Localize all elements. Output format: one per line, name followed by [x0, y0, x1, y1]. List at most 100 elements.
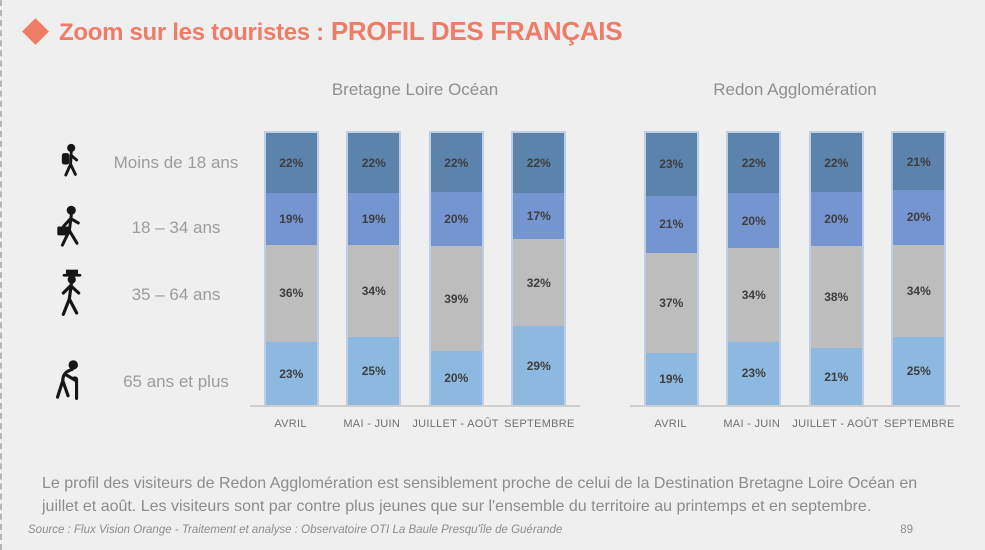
segment-value-label: 34%	[906, 283, 931, 298]
bar-segment: 20%	[430, 351, 482, 405]
bar-column: 22% 19% 34% 25%	[333, 131, 416, 405]
bar-segment: 39%	[430, 246, 482, 352]
bar-segment: 36%	[265, 244, 317, 343]
bar-segment: 23%	[645, 133, 697, 196]
source-caption: Source : Flux Vision Orange - Traitement…	[28, 524, 563, 536]
plot-area: 23% 21% 37% 19% 22% 20% 34% 23% 22% 20% 38% 21% 21% 2…	[630, 131, 960, 430]
segment-value-label: 25%	[361, 363, 386, 378]
bar-segment: 17%	[513, 192, 565, 240]
bar-segment: 32%	[513, 239, 565, 327]
bar-column: 22% 20% 39% 20%	[415, 131, 498, 405]
segment-value-label: 21%	[659, 217, 684, 232]
bar-segment: 23%	[265, 342, 317, 405]
page-title: Zoom sur les touristes : PROFIL DES FRANÇ…	[59, 16, 623, 47]
bar-segment: 20%	[430, 192, 482, 247]
bar-segment: 34%	[728, 248, 780, 342]
segment-value-label: 19%	[279, 211, 304, 226]
segment-value-label: 22%	[741, 156, 766, 171]
bar-segment: 19%	[645, 353, 697, 405]
segment-value-label: 20%	[906, 210, 931, 225]
title-emphasis: PROFIL DES FRANÇAIS	[330, 16, 623, 46]
segment-value-label: 19%	[659, 372, 684, 387]
category-label: MAI - JUIN	[343, 418, 401, 430]
age-group-legend: Moins de 18 ans 18 – 34 ans	[38, 122, 250, 432]
segment-value-label: 17%	[526, 208, 551, 223]
bar-segment: 38%	[810, 246, 862, 349]
analysis-paragraph: Le profil des visiteurs de Redon Agglomé…	[42, 475, 918, 515]
segment-value-label: 22%	[824, 155, 849, 170]
segment-value-label: 20%	[444, 212, 469, 227]
senior-hat-icon	[38, 267, 102, 323]
bar-segment: 19%	[348, 192, 400, 245]
bar-segment: 25%	[893, 336, 945, 405]
bar-column: 22% 17% 32% 29%	[498, 131, 581, 405]
bar-segment: 22%	[810, 133, 862, 193]
bar-segment: 22%	[348, 133, 400, 193]
bars: 23% 21% 37% 19% 22% 20% 34% 23% 22% 20% 38% 21% 21% 2…	[630, 131, 960, 405]
bar-column: 23% 21% 37% 19%	[630, 131, 713, 405]
category-label: AVRIL	[274, 418, 307, 430]
segment-value-label: 22%	[279, 155, 304, 170]
bar-segment: 21%	[645, 195, 697, 253]
bar-segment: 20%	[728, 193, 780, 249]
segment-value-label: 32%	[526, 275, 551, 290]
category-label: MAI - JUIN	[723, 418, 781, 430]
category-axis-labels: AVRIL MAI - JUIN JUILLET - AOÛT SEPTEMBRE	[250, 418, 580, 430]
child-backpack-icon	[38, 140, 102, 186]
segment-value-label: 34%	[361, 283, 386, 298]
bar-segment: 22%	[430, 133, 482, 193]
category-axis-labels: AVRIL MAI - JUIN JUILLET - AOÛT SEPTEMBRE	[630, 418, 960, 430]
legend-row-35-64: 35 – 64 ans	[38, 257, 250, 333]
bar-segment: 19%	[265, 192, 317, 245]
segment-value-label: 21%	[906, 154, 931, 169]
segment-value-label: 38%	[824, 290, 849, 305]
chart-bretagne-loire-ocean: Bretagne Loire Océan 22% 19% 36% 23% 22% 19% 3…	[250, 80, 580, 430]
category-label: JUILLET - AOÛT	[412, 418, 499, 430]
chart-title: Redon Agglomération	[713, 80, 877, 99]
segment-value-label: 22%	[444, 155, 469, 170]
legend-label: 18 – 34 ans	[131, 218, 221, 237]
segment-value-label: 25%	[906, 363, 931, 378]
plot-area: 22% 19% 36% 23% 22% 19% 34% 25% 22% 20% 39% 20% 22% 1…	[250, 131, 580, 430]
chart-redon-agglomeration: Redon Agglomération 23% 21% 37% 19% 22% 20% 34…	[630, 80, 960, 430]
segment-value-label: 37%	[659, 295, 684, 310]
segment-value-label: 22%	[526, 155, 551, 170]
legend-row-18-34: 18 – 34 ans	[38, 193, 250, 263]
adult-briefcase-icon	[38, 202, 102, 254]
category-label: SEPTEMBRE	[884, 418, 955, 430]
bar-segment: 29%	[513, 326, 565, 405]
bar-column: 22% 19% 36% 23%	[250, 131, 333, 405]
bars: 22% 19% 36% 23% 22% 19% 34% 25% 22% 20% 39% 20% 22% 1…	[250, 131, 580, 405]
segment-value-label: 29%	[526, 358, 551, 373]
bar-segment: 37%	[645, 252, 697, 354]
segment-value-label: 34%	[741, 288, 766, 303]
category-label: SEPTEMBRE	[504, 418, 575, 430]
elderly-cane-icon	[38, 353, 102, 411]
bar-segment: 34%	[893, 244, 945, 337]
chart-title: Bretagne Loire Océan	[331, 80, 499, 99]
segment-value-label: 19%	[361, 211, 386, 226]
bar-segment: 34%	[348, 244, 400, 337]
bar-column: 22% 20% 38% 21%	[795, 131, 878, 405]
bar-segment: 25%	[348, 336, 400, 405]
diamond-bullet-icon	[22, 18, 49, 45]
segment-value-label: 22%	[361, 155, 386, 170]
bar-segment: 20%	[810, 192, 862, 247]
segment-value-label: 23%	[741, 366, 766, 381]
segment-value-label: 20%	[741, 213, 766, 228]
bar-segment: 20%	[893, 190, 945, 245]
bar-column: 22% 20% 34% 23%	[713, 131, 796, 405]
legend-label: 35 – 64 ans	[131, 285, 221, 304]
legend-label: 65 ans et plus	[123, 372, 229, 391]
page-number: 89	[900, 524, 913, 536]
category-label: AVRIL	[654, 418, 687, 430]
page-header: Zoom sur les touristes : PROFIL DES FRANÇ…	[22, 16, 623, 47]
category-label: JUILLET - AOÛT	[792, 418, 879, 430]
bar-segment: 21%	[810, 348, 862, 405]
segment-value-label: 23%	[659, 157, 684, 172]
bar-segment: 22%	[513, 133, 565, 193]
bar-segment: 22%	[728, 133, 780, 194]
segment-value-label: 21%	[824, 369, 849, 384]
legend-label: Moins de 18 ans	[113, 153, 239, 172]
